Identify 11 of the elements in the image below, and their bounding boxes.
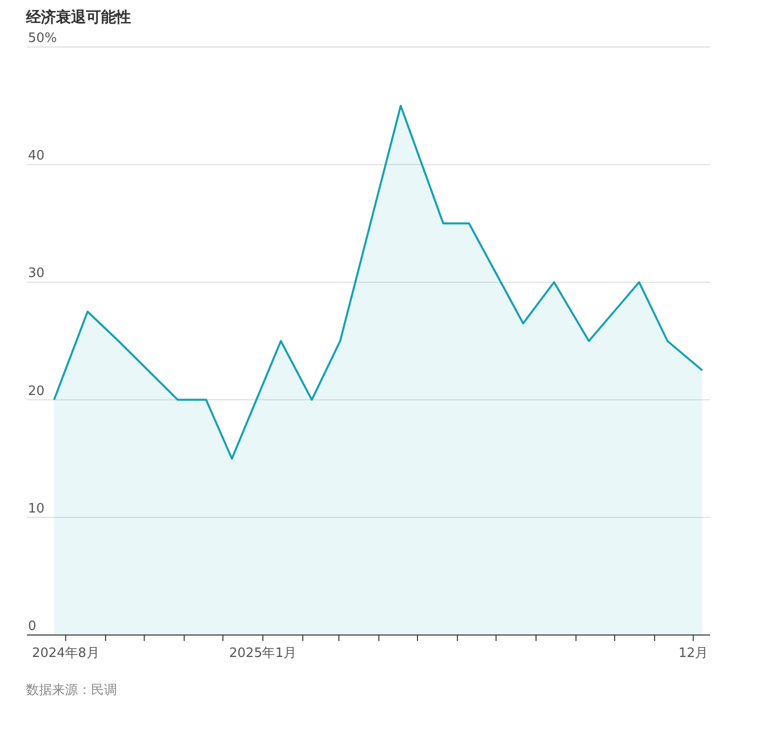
y-tick-label: 40 xyxy=(28,148,45,164)
source-note: 数据来源：民调 xyxy=(26,682,118,699)
y-tick-label: 30 xyxy=(28,266,45,282)
y-tick-label: 0 xyxy=(28,619,36,634)
y-tick-label: 50% xyxy=(28,31,57,46)
x-tick-label: 2025年1月 xyxy=(229,646,297,661)
x-tick-label: 12月 xyxy=(678,646,708,661)
chart-title: 经济衰退可能性 xyxy=(26,8,132,27)
x-tick-label: 2024年8月 xyxy=(32,646,100,661)
y-tick-label: 10 xyxy=(28,501,45,516)
y-tick-label: 20 xyxy=(28,384,45,399)
